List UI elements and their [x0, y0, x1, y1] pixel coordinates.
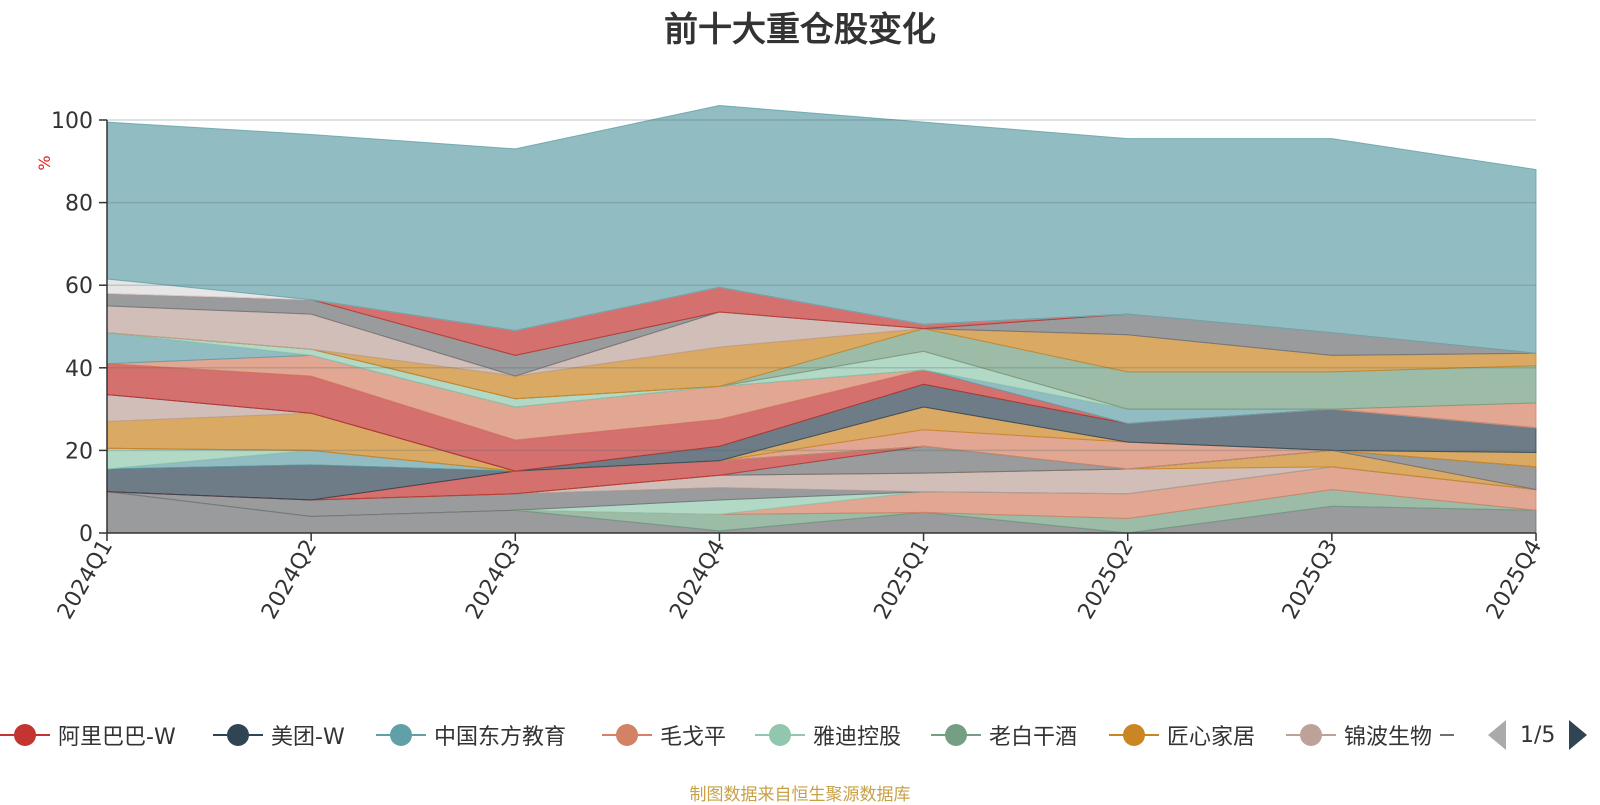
y-tick-label: 60 — [65, 274, 93, 299]
y-tick-label: 80 — [65, 192, 93, 217]
x-tick-label: 2024Q2 — [257, 536, 322, 624]
legend-marker-icon — [755, 720, 805, 750]
legend-item-1[interactable]: 阿里巴巴-W — [0, 718, 176, 752]
grid-lines — [107, 119, 1536, 452]
legend-marker-icon — [1109, 720, 1159, 750]
y-tick-label: 40 — [65, 357, 93, 382]
x-tick-label: 2024Q3 — [461, 536, 526, 624]
chart-title: 前十大重仓股变化 — [664, 10, 936, 50]
legend-marker-icon — [0, 720, 50, 750]
legend-item-4[interactable]: 毛戈平 — [602, 718, 726, 752]
legend-label: 老白干酒 — [989, 725, 1078, 750]
legend: 阿里巴巴-W 美团-W 中国东方教育 毛戈平 雅迪控股 老白干酒 匠心家居 锦波生物 — [0, 718, 1600, 752]
source-footnote: 制图数据来自恒生聚源数据库 — [689, 785, 911, 805]
legend-marker-icon — [1286, 720, 1336, 750]
x-tick-label: 2025Q2 — [1074, 536, 1139, 624]
legend-label: 匠心家居 — [1167, 725, 1256, 750]
legend-pager: 1/5 — [1488, 718, 1588, 752]
x-tick-label: 2025Q4 — [1482, 536, 1547, 624]
legend-marker-icon — [213, 720, 263, 750]
legend-marker-icon — [931, 720, 981, 750]
legend-label: 毛戈平 — [660, 725, 727, 750]
pager-prev-icon[interactable] — [1488, 720, 1506, 750]
legend-marker-icon — [602, 720, 652, 750]
legend-label: 阿里巴巴-W — [58, 725, 176, 750]
area-series-group — [106, 104, 1537, 534]
legend-label: 锦波生物 — [1344, 725, 1433, 750]
legend-marker-icon — [376, 720, 426, 750]
legend-item-3[interactable]: 中国东方教育 — [376, 718, 566, 752]
pager-next-icon[interactable] — [1569, 720, 1588, 750]
legend-line-partial — [1440, 734, 1454, 736]
legend-label: 中国东方教育 — [434, 725, 567, 750]
x-tick-label: 2024Q4 — [665, 536, 730, 624]
x-tick-label: 2025Q1 — [869, 536, 934, 624]
legend-item-8[interactable]: 锦波生物 — [1286, 718, 1432, 752]
legend-item-5[interactable]: 雅迪控股 — [755, 718, 901, 752]
x-tick-label: 2024Q1 — [53, 536, 118, 624]
legend-item-7[interactable]: 匠心家居 — [1109, 718, 1255, 752]
legend-item-partial[interactable] — [1440, 718, 1454, 752]
legend-label: 美团-W — [271, 725, 345, 750]
pager-page-indicator: 1/5 — [1520, 722, 1556, 748]
legend-label: 雅迪控股 — [813, 725, 902, 750]
y-tick-label: 0 — [79, 522, 93, 547]
y-axis-unit-label: % — [35, 155, 54, 170]
y-tick-label: 20 — [65, 439, 93, 464]
legend-item-6[interactable]: 老白干酒 — [931, 718, 1077, 752]
legend-item-2[interactable]: 美团-W — [213, 718, 345, 752]
area-band-29[interactable] — [106, 104, 1537, 354]
x-tick-label: 2025Q3 — [1278, 536, 1343, 624]
y-tick-label: 100 — [51, 109, 93, 134]
